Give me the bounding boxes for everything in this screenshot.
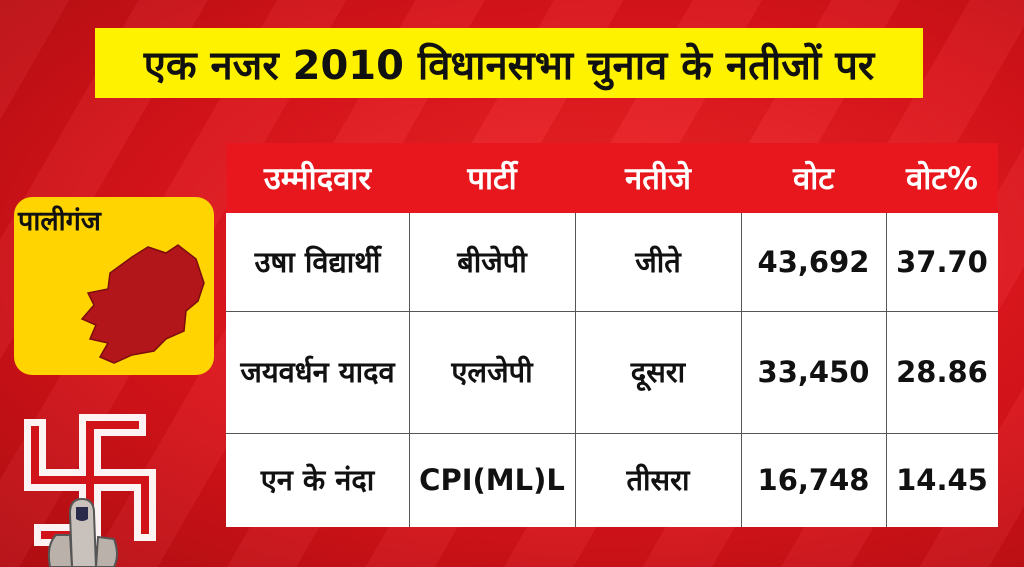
candidate-cell: जयवर्धन यादव	[240, 354, 395, 389]
results-table: उम्मीदवार पार्टी नतीजे वोट वोट% उषा विद्…	[226, 143, 998, 527]
pct-cell: 28.86	[896, 354, 988, 389]
result-cell: जीते	[635, 244, 681, 279]
table-row: उषा विद्यार्थी बीजेपी जीते 43,692 37.70	[226, 213, 998, 311]
row-divider	[226, 433, 998, 434]
party-cell: बीजेपी	[457, 244, 527, 279]
column-divider	[409, 213, 410, 527]
party-cell: CPI(ML)L	[419, 462, 565, 497]
inked-finger-icon	[47, 497, 118, 567]
table-row: एन के नंदा CPI(ML)L तीसरा 16,748 14.45	[226, 433, 998, 527]
table-header: उम्मीदवार पार्टी नतीजे वोट वोट%	[226, 143, 998, 213]
constituency-card: पालीगंज	[14, 197, 214, 375]
page-title: एक नजर 2010 विधानसभा चुनाव के नतीजों पर	[143, 42, 875, 89]
candidate-cell: एन के नंदा	[260, 462, 375, 497]
header-result: नतीजे	[625, 161, 691, 197]
constituency-name: पालीगंज	[18, 206, 101, 237]
result-cell: तीसरा	[626, 462, 690, 497]
swastika-icon	[24, 414, 156, 567]
candidate-cell: उषा विद्यार्थी	[254, 244, 381, 279]
column-divider	[886, 213, 887, 527]
table-row: जयवर्धन यादव एलजेपी दूसरा 33,450 28.86	[226, 311, 998, 433]
title-banner: एक नजर 2010 विधानसभा चुनाव के नतीजों पर	[95, 28, 923, 98]
row-divider	[226, 311, 998, 312]
votes-cell: 16,748	[757, 462, 870, 497]
column-divider	[741, 213, 742, 527]
header-party: पार्टी	[467, 161, 517, 197]
votes-cell: 33,450	[757, 354, 870, 389]
result-cell: दूसरा	[630, 354, 686, 389]
pct-cell: 37.70	[896, 244, 988, 279]
header-vote-pct: वोट%	[906, 161, 978, 197]
votes-cell: 43,692	[757, 244, 870, 279]
column-divider	[575, 213, 576, 527]
party-cell: एलजेपी	[451, 354, 533, 389]
pct-cell: 14.45	[896, 462, 988, 497]
header-votes: वोट	[793, 161, 834, 197]
header-candidate: उम्मीदवार	[263, 161, 372, 197]
map-icon	[80, 244, 205, 364]
